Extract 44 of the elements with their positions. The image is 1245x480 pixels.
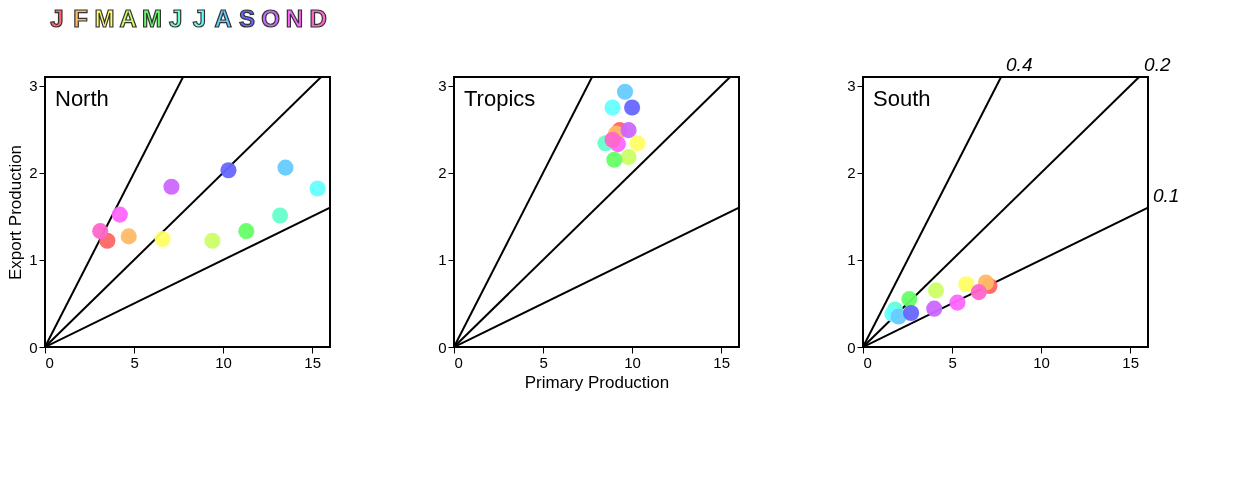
x-tick-label: 15	[1122, 353, 1140, 371]
y-tick-label: 1	[438, 251, 447, 269]
y-tick-label: 1	[29, 251, 38, 269]
x-tick-label: 0	[863, 353, 872, 371]
y-tick-label: 2	[438, 164, 447, 182]
y-tick-label: 2	[29, 164, 38, 182]
y-tick-label: 1	[847, 251, 856, 269]
x-tick-label: 5	[539, 353, 548, 371]
text: A	[119, 5, 137, 32]
text: F	[73, 5, 88, 32]
x-tick-label: 10	[624, 353, 641, 371]
text: D	[309, 5, 327, 32]
chart-title: Tropics	[464, 86, 536, 111]
x-tick-label: 0	[454, 353, 463, 371]
text: S	[238, 5, 255, 32]
text: N	[285, 5, 304, 32]
text: O	[261, 5, 280, 32]
x-tick-label: 10	[215, 353, 232, 371]
x-axis-title: Primary Production	[524, 372, 670, 392]
y-tick-label: 0	[438, 338, 447, 356]
annotation: 0.1	[1153, 184, 1180, 206]
y-tick-label: 3	[29, 77, 38, 95]
x-tick-label: 15	[304, 353, 322, 371]
x-tick-label: 15	[713, 353, 731, 371]
chart-title: North	[55, 86, 109, 111]
y-tick-label: 3	[847, 77, 856, 95]
text: J	[50, 5, 64, 32]
text: M	[94, 5, 115, 32]
text: J	[168, 5, 183, 32]
annotation: 0.2	[1144, 54, 1171, 75]
x-tick-label: 5	[130, 353, 139, 371]
x-tick-label: 0	[45, 353, 54, 371]
y-tick-label: 2	[847, 164, 856, 182]
y-axis-title: Export Production	[6, 144, 26, 281]
text: M	[141, 5, 162, 32]
y-tick-label: 0	[29, 338, 38, 356]
annotation: 0.4	[1006, 54, 1033, 75]
y-tick-label: 0	[847, 338, 856, 356]
chart-title: South	[873, 86, 931, 111]
y-tick-label: 3	[438, 77, 447, 95]
x-tick-label: 10	[1033, 353, 1050, 371]
text: A	[214, 5, 232, 32]
text: J	[192, 5, 207, 32]
x-tick-label: 5	[948, 353, 957, 371]
